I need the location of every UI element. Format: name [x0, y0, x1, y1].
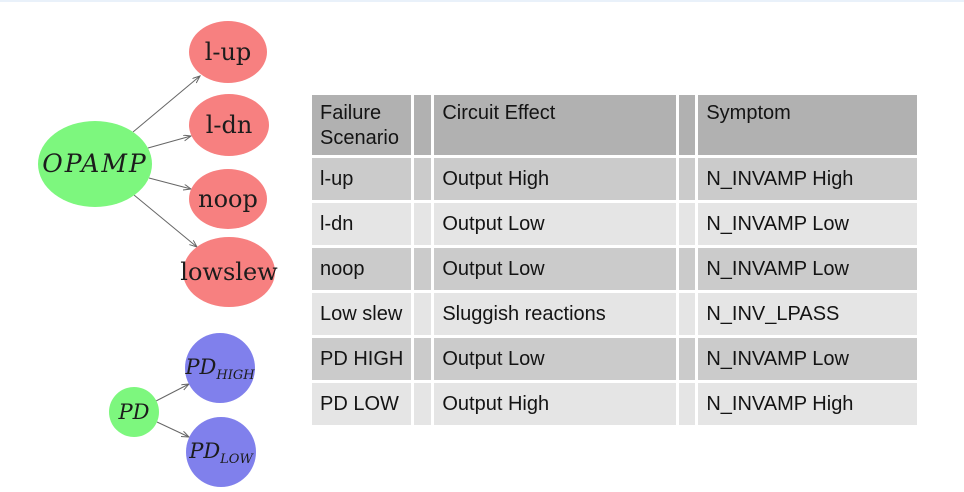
cell-failure-scenario: l-dn	[312, 203, 412, 245]
cell-symptom: N_INVAMP Low	[698, 248, 918, 290]
cell-symptom: N_INVAMP High	[698, 383, 918, 425]
pd-root-label: PD	[118, 400, 150, 424]
node-pd-high	[185, 333, 255, 403]
cell-circuit-effect: Output High	[434, 383, 677, 425]
header-symptom: Symptom	[698, 95, 918, 155]
spacer-cell	[679, 203, 696, 245]
spacer-cell	[414, 338, 432, 380]
cell-failure-scenario: Low slew	[312, 293, 412, 335]
table-row: Low slew Sluggish reactions N_INV_LPASS	[312, 293, 918, 335]
edge-opamp-lup	[132, 76, 200, 133]
spacer-cell	[414, 383, 432, 425]
spacer-cell	[679, 338, 696, 380]
cell-failure-scenario: PD LOW	[312, 383, 412, 425]
table-row: noop Output Low N_INVAMP Low	[312, 248, 918, 290]
table-row: PD HIGH Output Low N_INVAMP Low	[312, 338, 918, 380]
node-pd-low-label: PDLOW	[188, 439, 254, 467]
node-l-up	[189, 21, 267, 83]
header-circuit-effect: Circuit Effect	[434, 95, 677, 155]
top-accent-line	[0, 0, 964, 2]
spacer-cell	[679, 158, 696, 200]
table-header-row: Failure Scenario Circuit Effect Symptom	[312, 95, 918, 155]
spacer-cell	[414, 248, 432, 290]
edge-opamp-lowslew	[133, 194, 197, 247]
node-l-up-label: l-up	[205, 38, 252, 66]
node-pd-high-label: PDHIGH	[184, 355, 255, 383]
table-row: l-dn Output Low N_INVAMP Low	[312, 203, 918, 245]
node-l-dn-label: l-dn	[206, 111, 253, 139]
node-noop	[189, 169, 267, 229]
spacer-cell	[679, 293, 696, 335]
header-spacer-cell	[414, 95, 432, 155]
table-row: PD LOW Output High N_INVAMP High	[312, 383, 918, 425]
cell-circuit-effect: Output Low	[434, 338, 677, 380]
failure-scenario-table: Failure Scenario Circuit Effect Symptom …	[309, 92, 920, 428]
header-failure-scenario: Failure Scenario	[312, 95, 412, 155]
pd-root-node	[109, 387, 159, 437]
cell-circuit-effect: Output Low	[434, 248, 677, 290]
spacer-cell	[679, 383, 696, 425]
header-spacer-cell	[679, 95, 696, 155]
node-pd-low	[186, 417, 256, 487]
cell-failure-scenario: noop	[312, 248, 412, 290]
node-lowslew-label: lowslew	[180, 258, 278, 286]
spacer-cell	[414, 158, 432, 200]
cell-failure-scenario: PD HIGH	[312, 338, 412, 380]
cell-symptom: N_INVAMP Low	[698, 203, 918, 245]
cell-symptom: N_INVAMP Low	[698, 338, 918, 380]
node-l-dn	[189, 94, 269, 156]
node-noop-label: noop	[198, 185, 258, 213]
cell-failure-scenario: l-up	[312, 158, 412, 200]
opamp-root-label: OPAMP	[42, 149, 148, 178]
spacer-cell	[679, 248, 696, 290]
opamp-root-node	[38, 121, 152, 207]
edge-pd-pdlow	[156, 421, 189, 437]
cell-circuit-effect: Output High	[434, 158, 677, 200]
cell-circuit-effect: Output Low	[434, 203, 677, 245]
spacer-cell	[414, 293, 432, 335]
edge-pd-pdhigh	[155, 384, 189, 402]
table-row: l-up Output High N_INVAMP High	[312, 158, 918, 200]
cell-circuit-effect: Sluggish reactions	[434, 293, 677, 335]
edge-opamp-noop	[148, 177, 191, 189]
spacer-cell	[414, 203, 432, 245]
cell-symptom: N_INV_LPASS	[698, 293, 918, 335]
cell-symptom: N_INVAMP High	[698, 158, 918, 200]
edge-opamp-ldn	[147, 136, 191, 149]
node-lowslew	[183, 237, 275, 307]
fault-tree-diagram: OPAMP l-up l-dn noop lowslew PD PDHIGH P…	[38, 21, 278, 487]
